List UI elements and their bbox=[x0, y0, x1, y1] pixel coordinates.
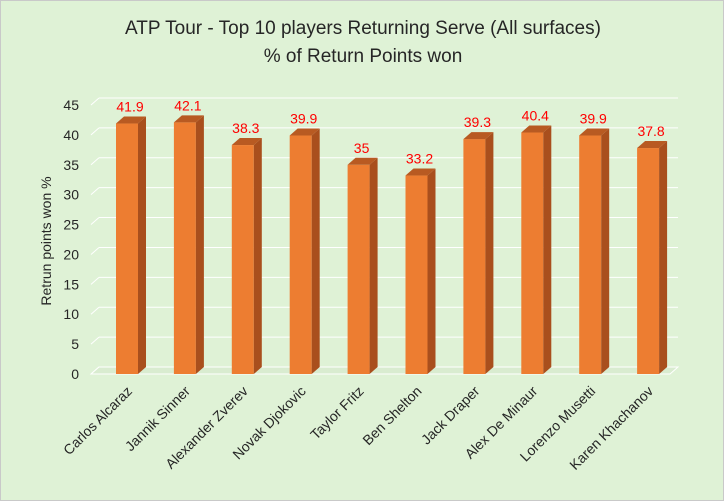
y-tick-label: 5 bbox=[71, 336, 79, 352]
data-label: 38.3 bbox=[232, 120, 259, 136]
y-axis-ticks: 0 5 10 15 20 25 30 35 40 45 bbox=[63, 97, 79, 382]
gridline-side bbox=[90, 127, 100, 136]
bar bbox=[116, 116, 146, 374]
bar-side bbox=[427, 168, 436, 374]
bar-top bbox=[579, 128, 610, 136]
bar-front bbox=[116, 123, 138, 374]
bar-top bbox=[289, 128, 320, 136]
bar bbox=[289, 128, 320, 374]
x-category-label: Ben Shelton bbox=[359, 383, 424, 448]
bar-side bbox=[543, 125, 552, 375]
y-tick-label: 40 bbox=[63, 127, 79, 143]
data-label: 41.9 bbox=[116, 99, 143, 115]
gridline-side bbox=[90, 217, 100, 225]
bar-side bbox=[601, 128, 610, 374]
bar-side bbox=[369, 157, 378, 374]
gridline-side bbox=[90, 276, 100, 285]
bar bbox=[405, 168, 436, 374]
bar-top bbox=[521, 125, 552, 133]
bar-top bbox=[173, 115, 204, 123]
y-tick-label: 45 bbox=[63, 97, 79, 113]
bar bbox=[173, 115, 204, 374]
gridline-side bbox=[90, 306, 100, 315]
x-category-label: Carlos Alcaraz bbox=[60, 383, 135, 458]
data-label: 37.8 bbox=[637, 123, 664, 139]
x-category-label: Taylor Fritz bbox=[307, 383, 367, 443]
bar-front bbox=[463, 139, 486, 374]
bar bbox=[637, 141, 668, 374]
chart-title: ATP Tour - Top 10 players Returning Serv… bbox=[125, 18, 601, 39]
data-label: 33.2 bbox=[406, 151, 433, 167]
gridline-side bbox=[90, 336, 100, 345]
bar bbox=[347, 157, 378, 374]
bar-top bbox=[463, 132, 494, 140]
data-label: 35 bbox=[354, 140, 370, 156]
chart-subtitle: % of Return Points won bbox=[264, 46, 463, 67]
bar bbox=[463, 132, 494, 374]
bar-side bbox=[485, 132, 494, 374]
bar-side bbox=[138, 116, 146, 374]
y-tick-label: 25 bbox=[63, 217, 79, 233]
y-tick-label: 30 bbox=[63, 187, 79, 203]
data-label: 40.4 bbox=[522, 107, 549, 123]
y-tick-label: 0 bbox=[71, 366, 79, 382]
bar-front bbox=[637, 148, 660, 374]
bar-top bbox=[231, 138, 262, 146]
bar-top bbox=[637, 141, 668, 149]
gridline-side bbox=[90, 247, 100, 255]
bar-top bbox=[347, 157, 378, 165]
bar bbox=[579, 128, 610, 374]
bar-side bbox=[195, 115, 204, 374]
bar-front bbox=[231, 145, 254, 374]
y-tick-label: 35 bbox=[63, 157, 79, 173]
bar-front bbox=[521, 132, 544, 374]
bar-side bbox=[659, 141, 668, 374]
bar-front bbox=[173, 122, 196, 374]
y-tick-label: 10 bbox=[63, 306, 79, 322]
bar-side bbox=[311, 128, 320, 374]
bar-front bbox=[405, 175, 428, 374]
bar-front bbox=[579, 135, 602, 374]
data-label: 39.9 bbox=[580, 110, 607, 126]
bar-top bbox=[116, 116, 146, 124]
y-axis-label: Retrun points won % bbox=[38, 176, 54, 305]
data-label: 42.1 bbox=[174, 97, 201, 113]
bar-side bbox=[253, 138, 262, 374]
data-labels: 41.9 42.1 38.3 39.9 35 33.2 39.3 40.4 39.9 37.8 bbox=[116, 97, 665, 166]
bar bbox=[521, 125, 552, 375]
bars bbox=[116, 115, 668, 375]
gridline-side bbox=[90, 187, 100, 196]
y-tick-label: 15 bbox=[63, 276, 79, 292]
bar-front bbox=[289, 135, 312, 374]
bar-front bbox=[347, 164, 370, 374]
gridline-side bbox=[90, 157, 100, 166]
y-tick-label: 20 bbox=[63, 246, 79, 262]
gridline-side bbox=[90, 97, 100, 106]
bar bbox=[231, 138, 262, 374]
data-label: 39.3 bbox=[464, 114, 491, 130]
bar-top bbox=[405, 168, 436, 176]
data-label: 39.9 bbox=[290, 110, 317, 126]
